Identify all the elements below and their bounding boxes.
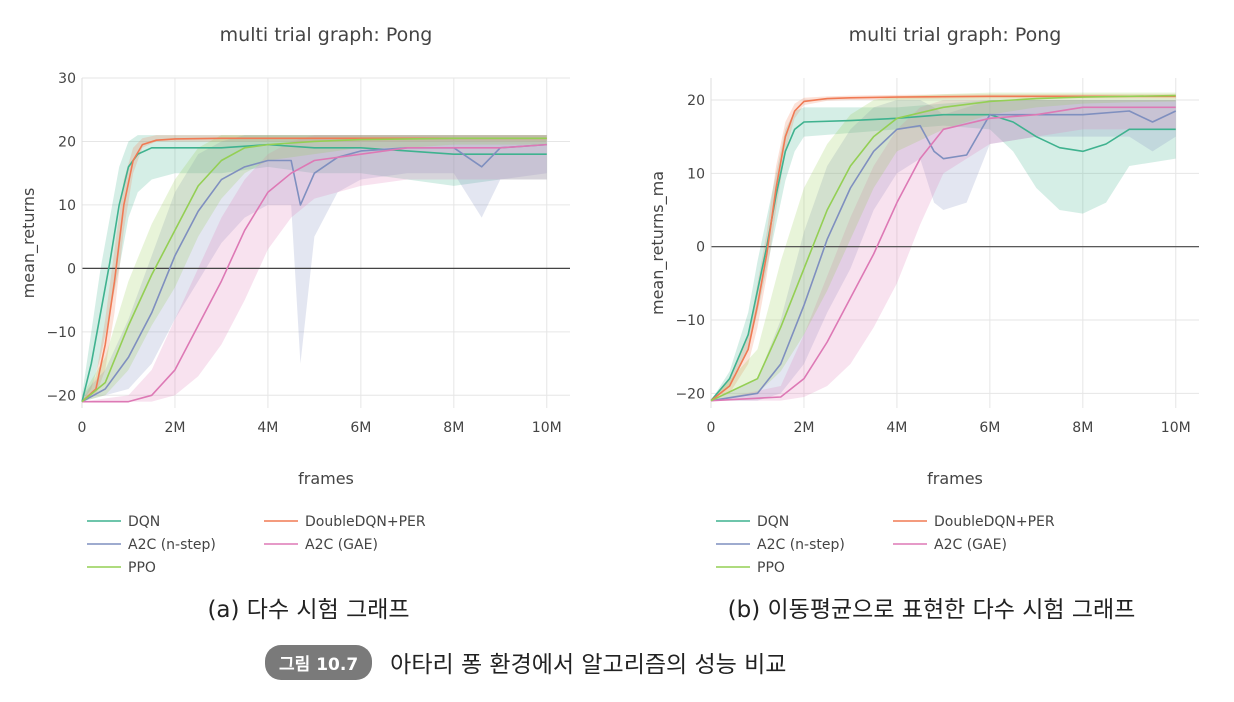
x-tick-label: 2M [164, 420, 185, 436]
series-line-ppo [710, 94, 1176, 402]
chart-title: multi trial graph: Pong [849, 24, 1062, 46]
x-tick-label: 2M [793, 420, 814, 436]
band-a2c-gae [711, 100, 1176, 401]
figure-caption-row: 그림 10.7 아타리 퐁 환경에서 알고리즘의 성능 비교 [265, 644, 787, 680]
legend-label-doubledqn-per: DoubleDQN+PER [934, 514, 1055, 530]
x-tick-label: 0 [707, 420, 716, 436]
x-tick-label: 4M [886, 420, 907, 436]
y-tick-label: −20 [675, 386, 705, 402]
x-tick-label: 6M [979, 420, 1000, 436]
legend-label-dqn: DQN [757, 514, 789, 530]
series-line-a2c-gae [710, 106, 1176, 402]
legend-label-dqn: DQN [128, 514, 160, 530]
x-tick-label: 8M [1072, 420, 1093, 436]
y-tick-label: 30 [58, 71, 76, 87]
x-tick-label: 10M [532, 420, 562, 436]
y-tick-label: 10 [58, 198, 76, 214]
legend-label-doubledqn-per: DoubleDQN+PER [305, 514, 426, 530]
band-ppo [711, 92, 1176, 401]
band-a2c-n-step [711, 100, 1176, 401]
x-tick-label: 4M [257, 420, 278, 436]
caption-b: (b) 이동평균으로 표현한 다수 시험 그래프 [727, 597, 1136, 623]
y-tick-label: −10 [675, 313, 705, 329]
y-tick-label: −20 [46, 388, 76, 404]
band-dqn [82, 135, 547, 402]
y-tick-label: 10 [687, 166, 705, 182]
chart-title: multi trial graph: Pong [220, 24, 433, 46]
chart-panel-a: multi trial graph: Pong 0 2M 4M 6M 8M 10M −20 −1… [0, 0, 617, 600]
band-a2c-n-step [82, 135, 547, 402]
x-tick-label: 6M [350, 420, 371, 436]
x-axis-title: frames [927, 469, 983, 488]
series-line-dqn [81, 143, 547, 402]
series-line-doubledqn-per [710, 95, 1176, 402]
x-tick-label: 8M [443, 420, 464, 436]
y-axis-title: mean_returns [19, 188, 39, 299]
chart-panel-b: multi trial graph: Pong 0 2M 4M 6M 8M 10M −20 −1… [629, 0, 1234, 600]
legend-label-a2c-n-step: A2C (n-step) [757, 537, 845, 553]
figure-number-badge: 그림 10.7 [265, 644, 373, 680]
x-axis-title: frames [298, 469, 354, 488]
y-axis-title: mean_returns_ma [648, 171, 668, 315]
y-tick-label: 20 [687, 93, 705, 109]
y-tick-label: −10 [46, 325, 76, 341]
band-dqn [711, 100, 1176, 401]
series-line-dqn [710, 113, 1176, 402]
y-tick-label: 0 [67, 261, 76, 277]
y-tick-label: 20 [58, 134, 76, 150]
series-line-ppo [81, 137, 547, 403]
x-tick-label: 10M [1161, 420, 1191, 436]
legend-label-a2c-gae: A2C (GAE) [305, 537, 378, 553]
legend-label-a2c-n-step: A2C (n-step) [128, 537, 216, 553]
figure-title: 아타리 퐁 환경에서 알고리즘의 성능 비교 [390, 652, 787, 678]
chart-a-svg: multi trial graph: Pong 0 2M 4M 6M 8M 10M −20 −1… [19, 24, 570, 576]
legend-label-ppo: PPO [757, 560, 785, 576]
chart-b-svg: multi trial graph: Pong 0 2M 4M 6M 8M 10M −20 −1… [648, 24, 1199, 576]
band-a2c-gae [82, 135, 547, 402]
legend-label-a2c-gae: A2C (GAE) [934, 537, 1007, 553]
series-line-doubledqn-per [81, 137, 547, 403]
caption-a: (a) 다수 시험 그래프 [207, 597, 410, 623]
legend-label-ppo: PPO [128, 560, 156, 576]
band-ppo [82, 135, 547, 402]
series-line-a2c-gae [82, 143, 547, 403]
series-line-a2c-n-step [710, 110, 1177, 402]
y-tick-label: 0 [696, 240, 705, 256]
x-tick-label: 0 [78, 420, 87, 436]
